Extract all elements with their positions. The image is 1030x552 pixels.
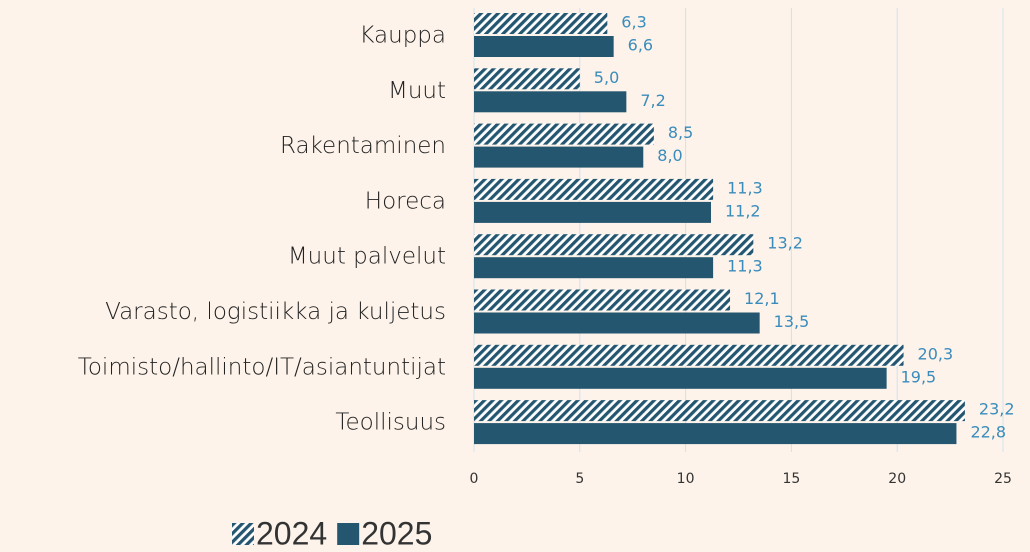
value-label: 6,3 — [621, 13, 646, 32]
bar — [474, 201, 711, 223]
x-tick-label: 20 — [888, 471, 906, 487]
value-label: 6,6 — [628, 36, 653, 55]
bar — [474, 312, 760, 334]
value-label: 11,3 — [727, 257, 763, 276]
value-label: 11,3 — [727, 178, 763, 197]
bar — [474, 234, 754, 256]
bar — [474, 91, 627, 113]
value-label: 12,1 — [744, 289, 780, 308]
bar — [474, 68, 580, 90]
category-label: Horeca — [365, 188, 446, 214]
bar — [474, 423, 957, 445]
bar — [474, 146, 644, 168]
category-label: Teollisuus — [335, 410, 446, 436]
value-label: 19,5 — [901, 367, 937, 386]
value-label: 8,5 — [668, 123, 693, 142]
legend-label: 2025 — [361, 515, 432, 551]
bar — [474, 257, 714, 279]
bar — [474, 123, 654, 145]
value-label: 22,8 — [970, 423, 1006, 442]
bar — [474, 36, 614, 57]
value-label: 13,2 — [767, 234, 803, 253]
category-label: Rakentaminen — [280, 133, 446, 159]
value-label: 5,0 — [594, 68, 619, 87]
bar — [474, 400, 965, 422]
x-tick-label: 0 — [470, 471, 479, 487]
category-label: Toimisto/hallinto/IT/asiantuntijat — [78, 354, 446, 380]
value-label: 11,2 — [725, 201, 761, 220]
category-label: Muut — [388, 78, 446, 104]
x-tick-label: 5 — [575, 471, 584, 487]
legend-swatch — [232, 523, 254, 545]
value-label: 7,2 — [640, 91, 665, 110]
legend-label: 2024 — [256, 515, 327, 551]
value-label: 8,0 — [657, 146, 682, 165]
x-tick-label: 25 — [994, 471, 1012, 487]
bar — [474, 367, 887, 389]
x-tick-label: 15 — [782, 471, 800, 487]
value-label: 23,2 — [979, 400, 1015, 419]
bar — [474, 178, 714, 200]
value-label: 20,3 — [918, 344, 954, 363]
value-label: 13,5 — [774, 312, 810, 331]
category-label: Varasto, logistiikka ja kuljetus — [105, 299, 446, 325]
x-tick-label: 10 — [677, 471, 695, 487]
bar — [474, 289, 731, 311]
bar — [474, 13, 608, 34]
legend-swatch — [337, 523, 360, 545]
bar — [474, 344, 904, 366]
category-label: Kauppa — [359, 23, 446, 49]
category-label: Muut palvelut — [288, 244, 446, 270]
